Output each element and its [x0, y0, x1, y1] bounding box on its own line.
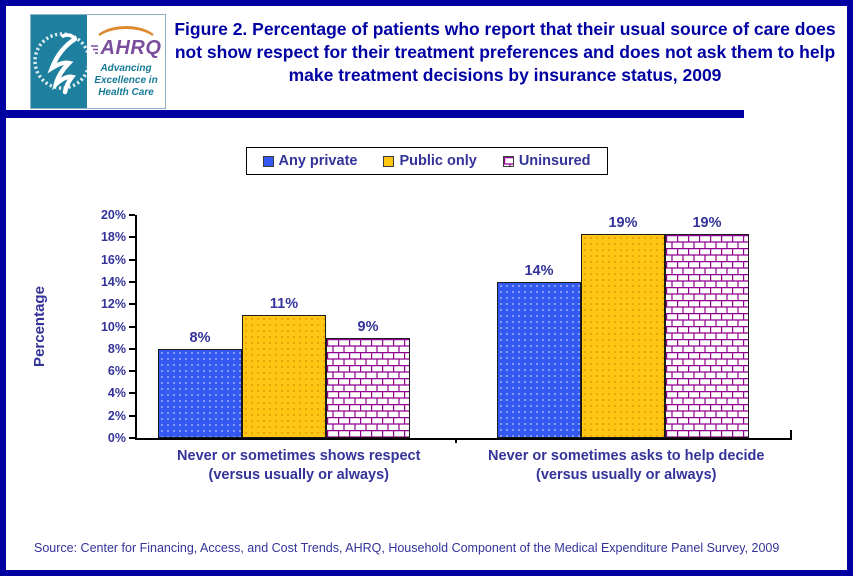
y-tick-mark	[129, 280, 135, 283]
category-label-asks-to-help-decide: Never or sometimes asks to help decide (…	[488, 448, 765, 483]
hhs-eagle-icon	[33, 32, 87, 95]
y-axis-ticks: 0% 2% 4% 6% 8% 10% 12% 14% 16% 18% 20%	[68, 208, 135, 445]
source-note: Source: Center for Financing, Access, an…	[34, 541, 780, 555]
y-tick-label: 16%	[100, 252, 126, 267]
x-axis-labels: Never or sometimes shows respect (versus…	[135, 447, 790, 485]
legend-swatch-uninsured-icon	[502, 155, 514, 167]
y-tick: 16%	[68, 253, 135, 267]
y-tick: 12%	[68, 297, 135, 311]
bar-uninsured	[326, 337, 410, 438]
legend-label: Any private	[278, 153, 358, 169]
brick-pattern-fill	[327, 338, 409, 437]
bar-slot: 11%	[242, 215, 326, 438]
bar-slot: 19%	[581, 215, 665, 438]
bar-group: 8% 11% 9%	[158, 215, 410, 438]
y-tick-label: 0%	[107, 431, 126, 445]
figure-title: Figure 2. Percentage of patients who rep…	[174, 19, 836, 86]
y-axis-title: Percentage	[30, 286, 48, 367]
y-tick-mark	[129, 414, 135, 417]
y-tick-label: 4%	[107, 386, 126, 401]
bar-group: 14% 19% 19%	[497, 215, 749, 438]
bar-public-only	[581, 234, 665, 438]
y-tick: 20%	[68, 208, 135, 222]
legend-label: Uninsured	[518, 153, 591, 169]
bar-value-label: 8%	[189, 329, 211, 346]
legend-swatch-any-private-icon	[262, 155, 274, 167]
legend-item-public-only: Public only	[383, 153, 477, 169]
category-divider-tick	[455, 438, 457, 443]
y-tick-mark	[129, 214, 135, 216]
bar-value-label: 14%	[524, 262, 554, 279]
y-tick-label: 6%	[107, 364, 126, 379]
y-tick-label: 18%	[100, 230, 126, 245]
header-rule	[6, 110, 744, 118]
legend-label: Public only	[399, 153, 477, 169]
bar-value-label: 19%	[608, 215, 638, 231]
bar-any-private	[497, 281, 581, 438]
y-tick-label: 10%	[100, 319, 126, 334]
y-tick: 6%	[68, 364, 135, 378]
axis-end-tick	[790, 430, 792, 438]
bar-value-label: 11%	[269, 296, 299, 313]
legend-swatch-public-only-icon	[383, 155, 395, 167]
hhs-seal	[31, 15, 87, 108]
bar-slot: 9%	[326, 215, 410, 438]
y-tick-label: 8%	[107, 341, 126, 356]
ahrq-wordmark: AHRQ	[90, 37, 162, 60]
category-label-shows-respect: Never or sometimes shows respect (versus…	[177, 448, 421, 483]
y-tick-mark	[129, 370, 135, 373]
bar-public-only	[242, 315, 326, 438]
y-tick-mark	[129, 303, 135, 306]
y-tick-mark	[129, 392, 135, 395]
bar-value-label: 19%	[692, 215, 722, 231]
y-tick-mark	[129, 258, 135, 261]
legend-item-any-private: Any private	[262, 153, 357, 169]
ahrq-tagline: Advancing Excellence in Health Care	[94, 63, 158, 98]
y-tick: 0%	[68, 431, 135, 445]
y-tick-mark	[129, 325, 135, 328]
bar-slot: 14%	[497, 215, 581, 438]
bar-slot: 8%	[158, 215, 242, 438]
plot-area: 8% 11% 9% 14% 19% 19%	[135, 215, 792, 443]
chart-legend: Any private Public only Uninsured	[245, 147, 608, 175]
bar-uninsured	[665, 234, 749, 438]
y-tick: 4%	[68, 386, 135, 400]
y-tick: 2%	[68, 409, 135, 423]
bar-slot: 19%	[665, 215, 749, 438]
y-tick-label: 2%	[107, 408, 126, 423]
y-tick: 10%	[68, 320, 135, 334]
brick-pattern-fill	[666, 235, 748, 437]
y-tick-mark	[129, 236, 135, 239]
ahrq-arc-icon	[93, 26, 159, 44]
y-tick: 14%	[68, 275, 135, 289]
y-tick-mark	[129, 437, 135, 439]
bar-any-private	[158, 348, 242, 438]
y-tick-label: 12%	[100, 297, 126, 312]
y-tick-label: 14%	[100, 274, 126, 289]
ahrq-acronym-text: AHRQ	[100, 37, 162, 59]
agency-logo: AHRQ Advancing Excellence in Health Care	[30, 14, 166, 109]
legend-item-uninsured: Uninsured	[502, 153, 591, 169]
y-tick-mark	[129, 347, 135, 350]
y-tick: 8%	[68, 342, 135, 356]
y-tick-label: 20%	[100, 208, 126, 222]
ahrq-logo: AHRQ Advancing Excellence in Health Care	[87, 15, 165, 108]
y-tick: 18%	[68, 230, 135, 244]
bar-value-label: 9%	[357, 318, 379, 335]
ahrq-speedlines-icon	[90, 44, 98, 54]
